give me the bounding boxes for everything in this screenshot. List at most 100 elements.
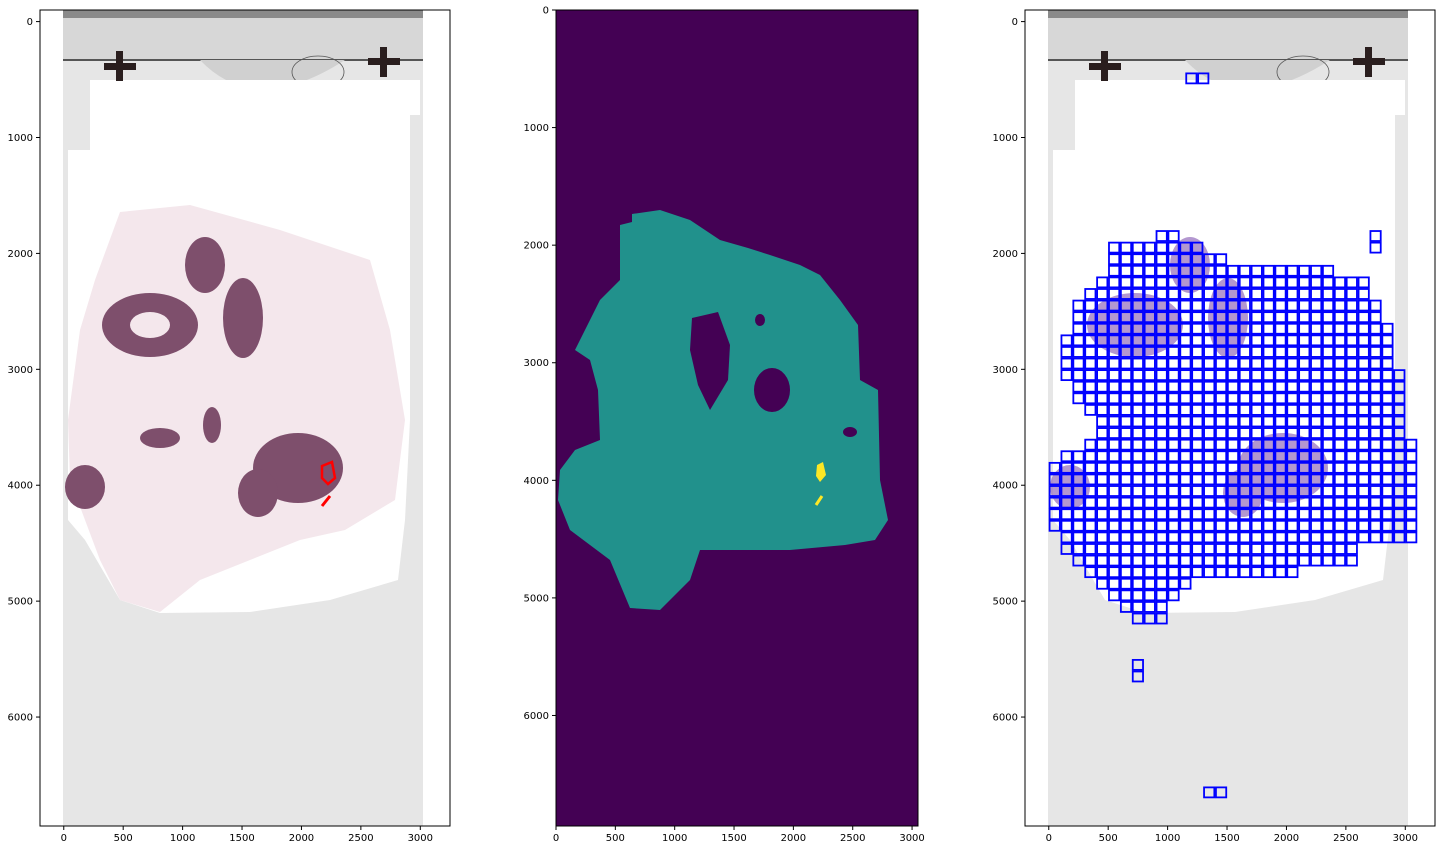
tile (1274, 346, 1287, 358)
tile (1119, 415, 1133, 428)
tile (1048, 485, 1061, 497)
x-tick-label: 1000 (170, 833, 195, 844)
tile (1226, 461, 1240, 474)
tile (1405, 473, 1418, 486)
tile (1298, 299, 1311, 312)
tile (1369, 427, 1382, 439)
tile (1131, 264, 1144, 277)
tile (1072, 496, 1085, 509)
tile (1274, 392, 1287, 405)
tile (1310, 450, 1323, 463)
tile (1167, 589, 1180, 602)
tile (1084, 554, 1097, 567)
tile (1274, 264, 1287, 277)
tile (1108, 241, 1121, 254)
tile (1298, 322, 1311, 335)
y-tick-label: 3000 (524, 358, 549, 369)
tile (1155, 403, 1168, 416)
panel-tile-grid: 0 500 1000 1500 2000 2500 3000 0 1000 2000 3000 400… (993, 9, 1436, 844)
tile (1286, 543, 1299, 555)
tile (1215, 346, 1228, 358)
tile (1131, 485, 1144, 497)
tile (1238, 357, 1251, 370)
tile (1179, 276, 1192, 289)
tile (1203, 786, 1216, 799)
tile (1203, 543, 1216, 555)
tile (1131, 346, 1144, 358)
tile (1096, 473, 1109, 486)
tile (1393, 438, 1406, 451)
tile (1119, 264, 1133, 277)
tile (1250, 299, 1263, 312)
tile (1310, 543, 1323, 555)
y-tick-label: 4000 (993, 481, 1018, 492)
tile (1274, 519, 1287, 532)
tile (1357, 357, 1370, 370)
tile (1119, 253, 1133, 266)
tile (1345, 403, 1358, 416)
tile (1155, 334, 1168, 347)
tile (1072, 450, 1085, 463)
tile (1345, 450, 1358, 463)
tile (1286, 461, 1299, 474)
tile (1226, 508, 1240, 521)
tile (1274, 496, 1287, 509)
tile (1131, 288, 1144, 300)
tile-grid-image (1048, 10, 1418, 826)
tile (1381, 531, 1394, 544)
tile (1096, 519, 1109, 532)
tile (1108, 276, 1121, 289)
tile (1119, 450, 1133, 463)
tile (1167, 369, 1180, 382)
tile (1072, 485, 1085, 497)
tile (1322, 299, 1335, 312)
fiducial-crosses-3 (1089, 47, 1385, 81)
tile (1203, 427, 1216, 439)
tile (1298, 531, 1311, 544)
tile (1179, 577, 1192, 590)
tile (1191, 276, 1204, 289)
tile (1393, 380, 1406, 393)
tile (1357, 369, 1370, 382)
tile (1393, 531, 1406, 544)
tile (1096, 543, 1109, 555)
tile (1131, 415, 1144, 428)
tile (1215, 288, 1228, 300)
tile (1072, 369, 1085, 382)
tile (1250, 392, 1263, 405)
tile (1131, 380, 1144, 393)
panel-he-slide: 0 500 1000 1500 2000 2500 3000 0 1000 2000 3000 400… (8, 9, 451, 844)
tile (1298, 450, 1311, 463)
tile (1119, 311, 1133, 324)
tile (1369, 485, 1382, 497)
tile (1298, 543, 1311, 555)
tile (1167, 427, 1180, 439)
tile (1226, 264, 1240, 277)
tile (1298, 276, 1311, 289)
tile (1203, 253, 1216, 266)
tile (1072, 461, 1085, 474)
tile (1096, 531, 1109, 544)
tile (1310, 311, 1323, 324)
tile (1155, 577, 1168, 590)
tile (1167, 403, 1180, 416)
tile (1215, 508, 1228, 521)
tile (1143, 589, 1156, 602)
tile (1333, 346, 1346, 358)
tile (1143, 438, 1156, 451)
tile (1310, 531, 1323, 544)
tile (1238, 334, 1251, 347)
y-tick-label: 5000 (524, 593, 549, 604)
tile (1322, 334, 1335, 347)
tile (1072, 473, 1085, 486)
tile (1203, 403, 1216, 416)
tile (1060, 450, 1073, 463)
tile (1072, 357, 1085, 370)
tile (1226, 543, 1240, 555)
tile (1345, 496, 1358, 509)
tile (1143, 253, 1156, 266)
tile (1286, 427, 1299, 439)
tile (1167, 357, 1180, 370)
tile (1357, 519, 1370, 532)
tile (1131, 566, 1144, 579)
